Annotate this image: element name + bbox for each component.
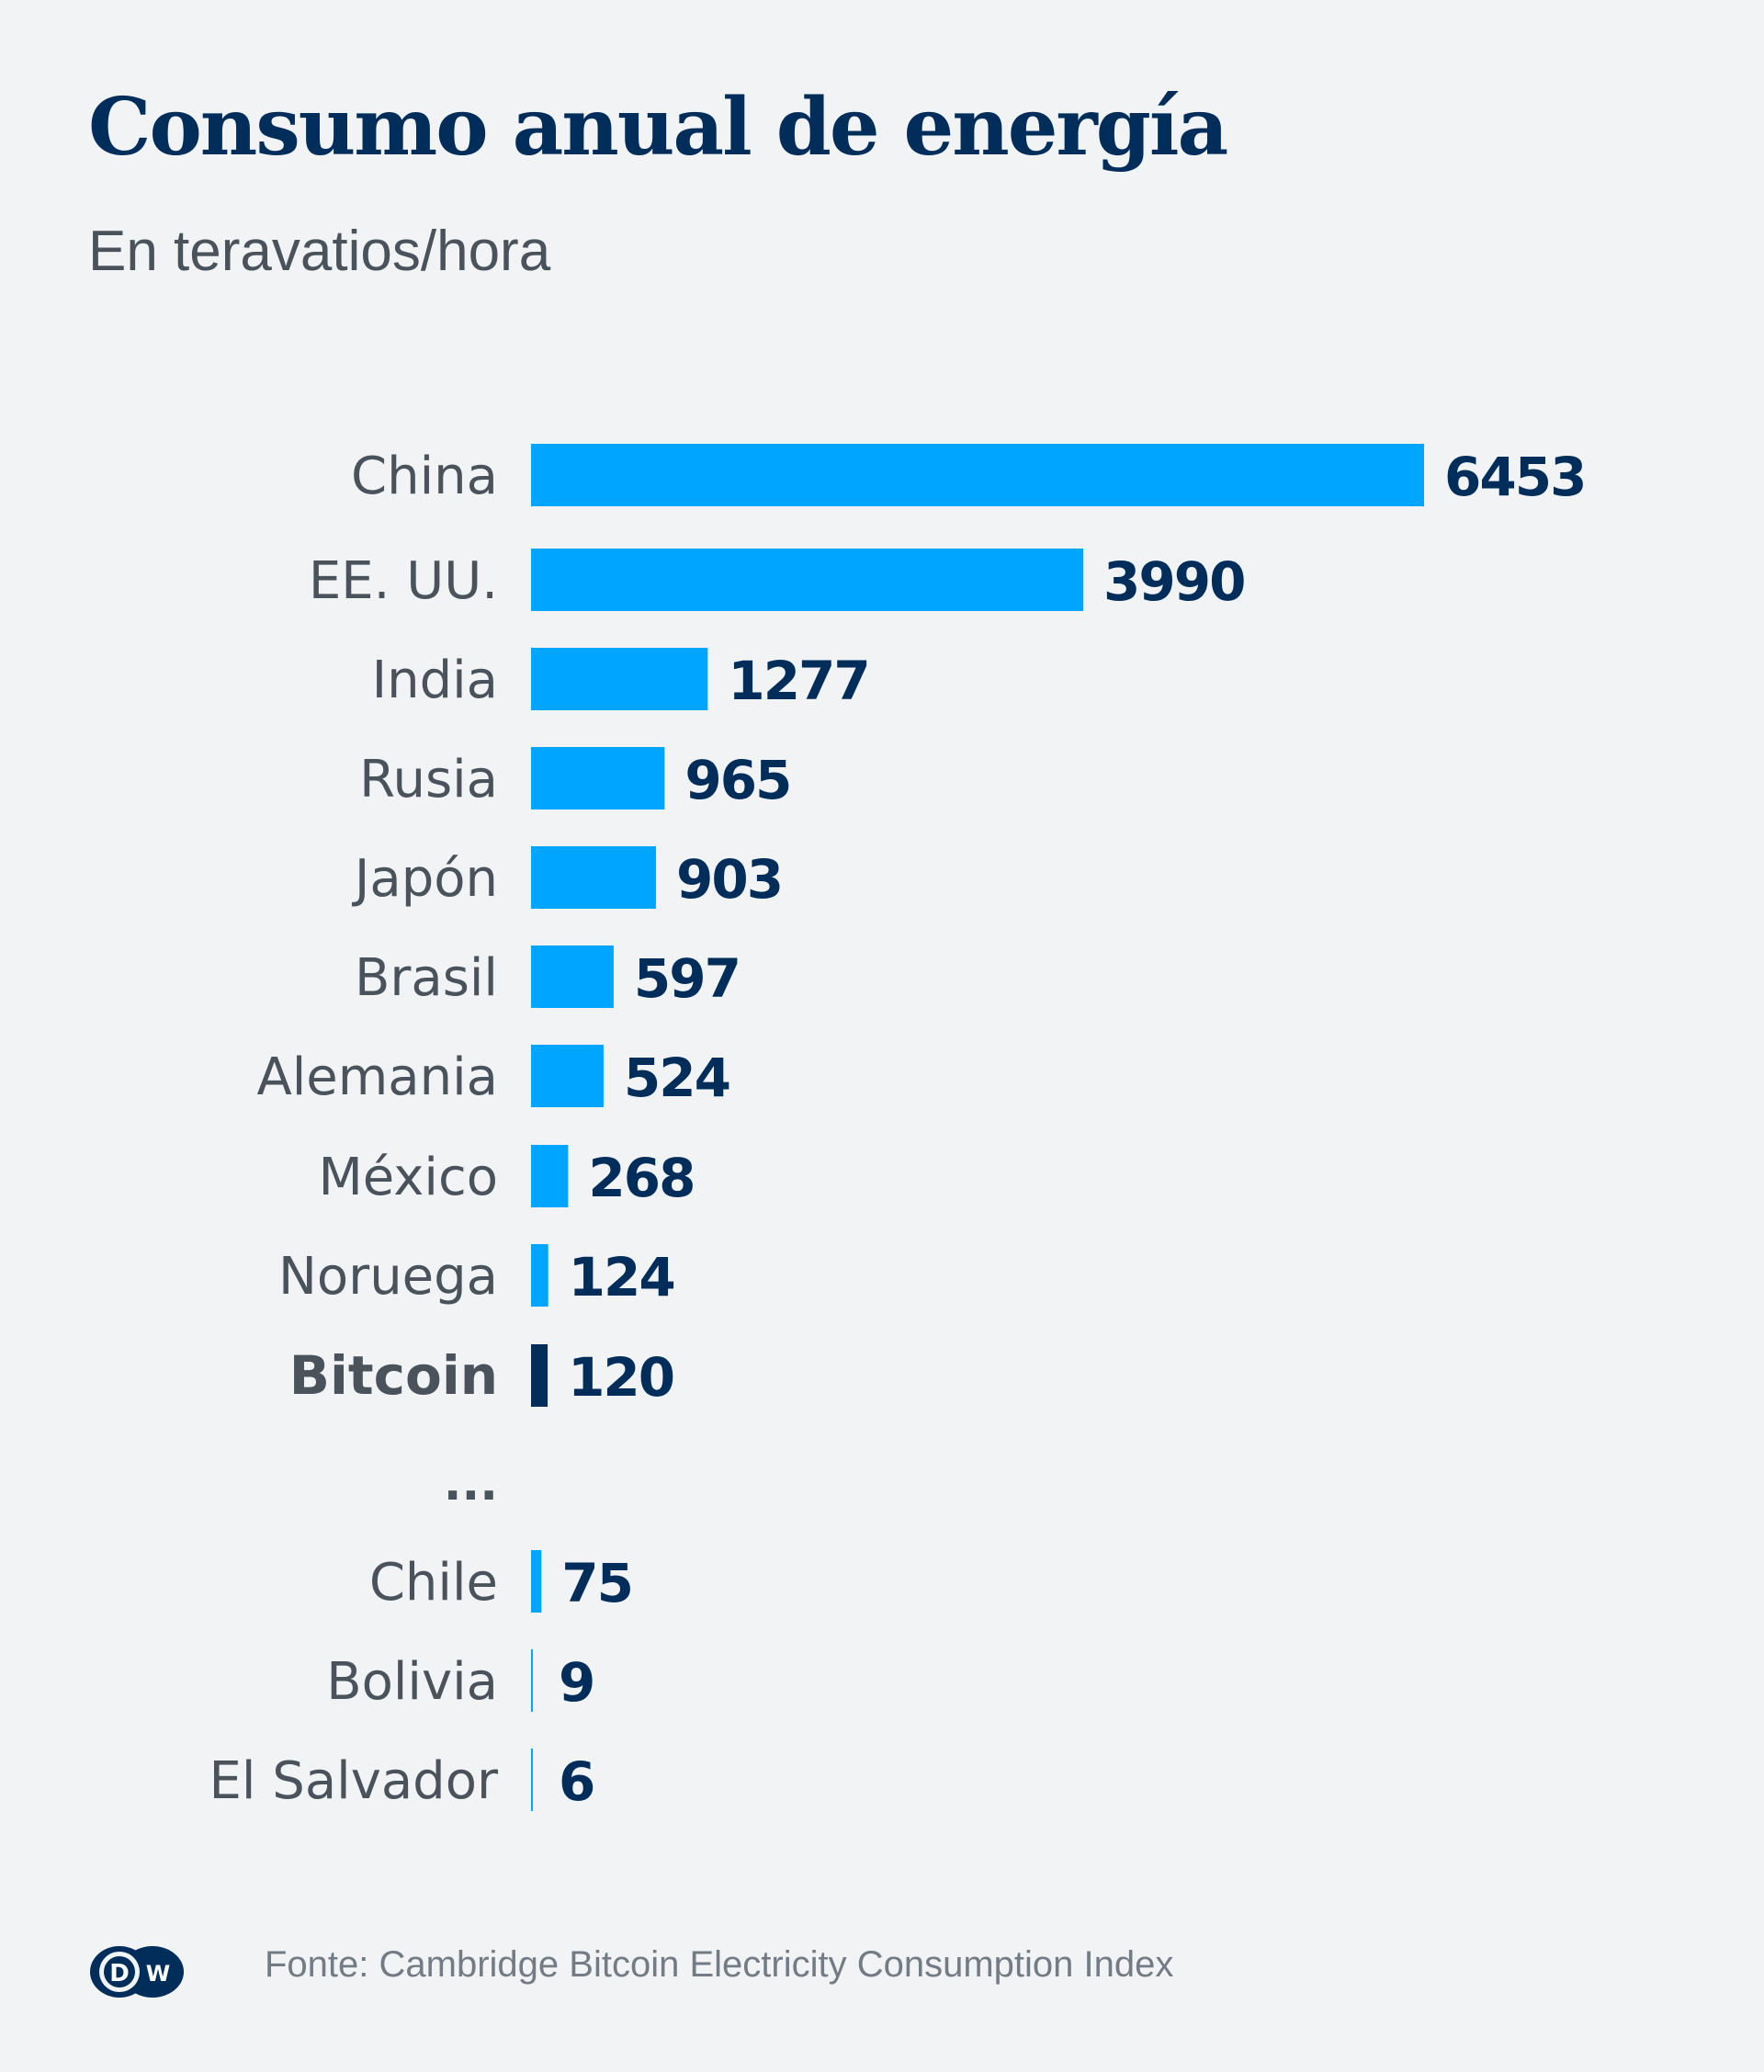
source-note: Fonte: Cambridge Bitcoin Electricity Con… <box>265 1944 1174 1985</box>
category-label-china: China <box>351 447 498 506</box>
category-label-el-salvador: El Salvador <box>209 1751 499 1811</box>
bar-noruega <box>531 1244 548 1307</box>
category-label-japon: Japón <box>352 849 498 909</box>
bar-alemania <box>531 1045 604 1107</box>
value-label-alemania: 524 <box>624 1047 729 1109</box>
bar-mexico <box>531 1145 569 1207</box>
logo-letter-w: W <box>146 1961 170 1987</box>
value-label-japon: 903 <box>676 848 782 911</box>
category-label-bolivia: Bolivia <box>326 1652 498 1712</box>
logo-letter-d: D <box>109 1960 130 1987</box>
value-label-india: 1277 <box>728 650 868 712</box>
chart-subtitle: En teravatios/hora <box>88 220 551 283</box>
bar-el-salvador <box>531 1749 533 1811</box>
category-label-chile: Chile <box>369 1553 498 1613</box>
bar-chile <box>531 1550 542 1613</box>
category-label-alemania: Alemania <box>256 1047 498 1107</box>
category-label-noruega: Noruega <box>278 1247 498 1307</box>
value-label-mexico: 268 <box>588 1147 694 1209</box>
value-label-brasil: 597 <box>634 947 740 1010</box>
value-label-ee-uu: 3990 <box>1103 550 1244 613</box>
value-label-rusia: 965 <box>684 749 790 811</box>
category-label-mexico: México <box>318 1148 498 1207</box>
bar-ee-uu <box>531 549 1084 611</box>
category-label-rusia: Rusia <box>359 750 498 810</box>
chart-title: Consumo anual de energía <box>88 81 1228 174</box>
bar-japon <box>531 846 657 909</box>
category-label-india: India <box>372 651 498 710</box>
category-label-bitcoin: Bitcoin <box>289 1344 498 1407</box>
bar-bolivia <box>531 1649 533 1712</box>
bar-india <box>531 648 708 710</box>
bar-brasil <box>531 945 614 1008</box>
bar-rusia <box>531 747 665 810</box>
value-label-chile: 75 <box>561 1552 632 1614</box>
bar-china <box>531 444 1424 506</box>
value-label-bolivia: 9 <box>559 1651 594 1714</box>
dw-logo-icon: D W <box>90 1946 184 1998</box>
category-label-brasil: Brasil <box>355 948 498 1008</box>
value-label-el-salvador: 6 <box>559 1750 594 1813</box>
category-label-ee-uu: EE. UU. <box>309 551 498 611</box>
value-label-bitcoin: 120 <box>568 1346 673 1409</box>
value-label-noruega: 124 <box>569 1246 674 1308</box>
value-label-china: 6453 <box>1444 446 1585 508</box>
gap-marker: ... <box>444 1456 498 1512</box>
bar-bitcoin <box>531 1344 548 1407</box>
